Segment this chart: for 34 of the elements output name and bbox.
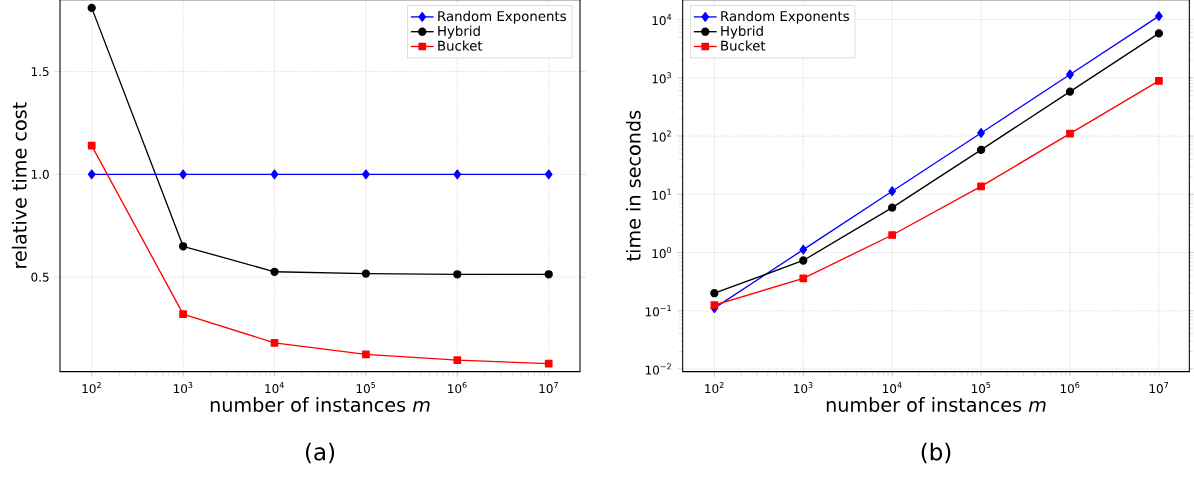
y-tick-label: 10$^{0}$ bbox=[652, 246, 672, 259]
x-tick-label: 10$^{5}$ bbox=[971, 382, 991, 394]
legend-label: Random Exponents bbox=[438, 10, 566, 24]
legend-label: Bucket bbox=[721, 40, 766, 51]
x-tick-label: 10$^{3}$ bbox=[794, 382, 813, 394]
x-tick-label: 10$^{7}$ bbox=[1149, 382, 1169, 394]
y-axis-title: relative time cost bbox=[11, 102, 27, 268]
x-tick-label: 10$^{2}$ bbox=[705, 382, 724, 394]
y-tick-label: 1.0 bbox=[31, 169, 49, 179]
x-tick-label: 10$^{7}$ bbox=[539, 382, 558, 394]
x-tick-label: 10$^{6}$ bbox=[1060, 382, 1080, 394]
x-axis-title: number of instances m bbox=[826, 397, 1046, 412]
y-axis-title: time in seconds bbox=[625, 110, 641, 261]
y-tick-label: 1.5 bbox=[31, 67, 49, 77]
y-tick-label: 10$^{2}$ bbox=[652, 130, 671, 142]
x-tick-label: 10$^{2}$ bbox=[82, 382, 101, 394]
x-tick-label: 10$^{3}$ bbox=[173, 382, 193, 394]
text: (a) bbox=[305, 442, 335, 464]
legend-label: Random Exponents bbox=[721, 10, 849, 24]
x-tick-label: 10$^{5}$ bbox=[356, 382, 376, 394]
x-tick-label: 10$^{4}$ bbox=[882, 382, 902, 394]
x-tick-label: 10$^{4}$ bbox=[265, 382, 284, 394]
x-tick-label: 10$^{6}$ bbox=[448, 382, 467, 394]
y-tick-label: 10$^{4}$ bbox=[652, 14, 672, 26]
legend-label: Hybrid bbox=[721, 25, 763, 39]
x-axis-title: number of instances m bbox=[210, 397, 430, 412]
text: (b) bbox=[921, 442, 951, 464]
legend-label: Hybrid bbox=[438, 25, 480, 39]
y-tick-label: 10$^{−1}$ bbox=[645, 305, 671, 317]
y-tick-label: 0.5 bbox=[31, 272, 49, 282]
y-tick-label: 10$^{3}$ bbox=[652, 72, 671, 84]
y-tick-label: 10$^{−2}$ bbox=[645, 363, 671, 375]
y-tick-label: 10$^{1}$ bbox=[652, 188, 671, 200]
legend-label: Bucket bbox=[438, 40, 483, 51]
